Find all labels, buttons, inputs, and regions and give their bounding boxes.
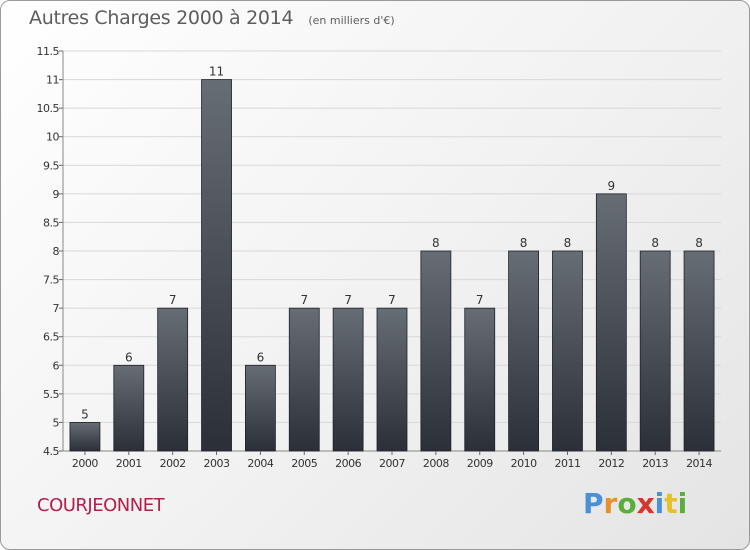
bars [69, 79, 715, 452]
commune-name: COURJEONNET [37, 495, 165, 516]
y-tick-label: 6.5 [43, 331, 59, 344]
value-label-2007: 7 [388, 293, 396, 307]
x-tick-label-2002: 2002 [160, 457, 186, 470]
x-tick-label-2009: 2009 [467, 457, 493, 470]
bar-2002 [157, 307, 189, 452]
bar-2012 [595, 193, 627, 452]
logo-letter: x [636, 487, 655, 520]
x-tick-label-2014: 2014 [686, 457, 712, 470]
y-tick-label: 8 [53, 245, 60, 258]
value-label-2001: 6 [125, 350, 133, 364]
bar-2006 [332, 307, 364, 452]
value-label-2005: 7 [300, 293, 308, 307]
bar-2001 [113, 364, 145, 452]
y-tick-label: 11.5 [37, 45, 60, 58]
y-tick-label: 5 [53, 416, 60, 429]
logo-letter: t [664, 487, 678, 520]
value-label-2012: 9 [608, 179, 616, 193]
x-tick-label-2000: 2000 [72, 457, 98, 470]
y-tick-label: 5.5 [43, 388, 59, 401]
logo-letter: o [617, 487, 637, 520]
bar-2003 [201, 79, 232, 452]
y-tick-label: 4.5 [43, 445, 59, 458]
title-row: Autres Charges 2000 à 2014 (en milliers … [29, 7, 395, 29]
value-label-2003: 11 [209, 65, 224, 79]
x-tick-label-2004: 2004 [247, 457, 273, 470]
x-tick-label-2010: 2010 [511, 457, 537, 470]
y-tick-label: 6 [53, 359, 60, 372]
bar-2014 [683, 250, 715, 452]
y-tick-label: 9 [53, 188, 60, 201]
x-tick-label-2003: 2003 [204, 457, 230, 470]
value-label-2008: 8 [432, 236, 440, 250]
x-axis: 2000 2001 2002 2003 2004 2005 2006 2007 2008 2009… [72, 451, 713, 470]
logo-letter: i [654, 487, 665, 520]
x-tick-label-2006: 2006 [335, 457, 361, 470]
value-label-2006: 7 [344, 293, 352, 307]
x-tick-label-2011: 2011 [554, 457, 580, 470]
value-labels: 5 6 7 11 6 7 7 7 8 7 8 8 9 8 8 [81, 65, 703, 422]
bar-2011 [552, 250, 583, 452]
bar-2010 [508, 250, 540, 452]
value-label-2009: 7 [476, 293, 484, 307]
bar-2013 [639, 250, 671, 452]
value-label-2002: 7 [169, 293, 177, 307]
y-tick-label: 9.5 [43, 159, 59, 172]
logo-letter: i [677, 487, 688, 520]
logo-letter: P [583, 487, 604, 520]
value-label-2014: 8 [695, 236, 703, 250]
bar-2009 [464, 307, 496, 452]
logo-letter: r [603, 487, 618, 520]
value-label-2004: 6 [257, 350, 265, 364]
y-tick-label: 11 [46, 74, 59, 87]
y-tick-label: 10.5 [37, 102, 60, 115]
bar-2007 [376, 307, 408, 452]
value-label-2010: 8 [520, 236, 528, 250]
bar-2000 [69, 422, 101, 452]
bar-2008 [420, 250, 452, 452]
y-tick-label: 10 [46, 131, 59, 144]
value-label-2000: 5 [81, 407, 89, 421]
bar-2005 [288, 307, 320, 452]
chart-title: Autres Charges 2000 à 2014 [29, 7, 294, 29]
x-tick-label-2008: 2008 [423, 457, 449, 470]
proxiti-logo[interactable]: Proxiti [583, 487, 687, 520]
bar-2004 [244, 364, 276, 452]
value-label-2011: 8 [564, 236, 572, 250]
y-tick-label: 8.5 [43, 216, 59, 229]
x-tick-label-2001: 2001 [116, 457, 142, 470]
y-tick-label: 7 [53, 302, 60, 315]
y-tick-label: 7.5 [43, 274, 59, 287]
x-tick-label-2007: 2007 [379, 457, 405, 470]
x-tick-label-2005: 2005 [291, 457, 317, 470]
value-label-2013: 8 [651, 236, 659, 250]
x-tick-label-2013: 2013 [642, 457, 668, 470]
chart-subtitle: (en milliers d'€) [308, 14, 395, 27]
x-tick-label-2012: 2012 [598, 457, 624, 470]
